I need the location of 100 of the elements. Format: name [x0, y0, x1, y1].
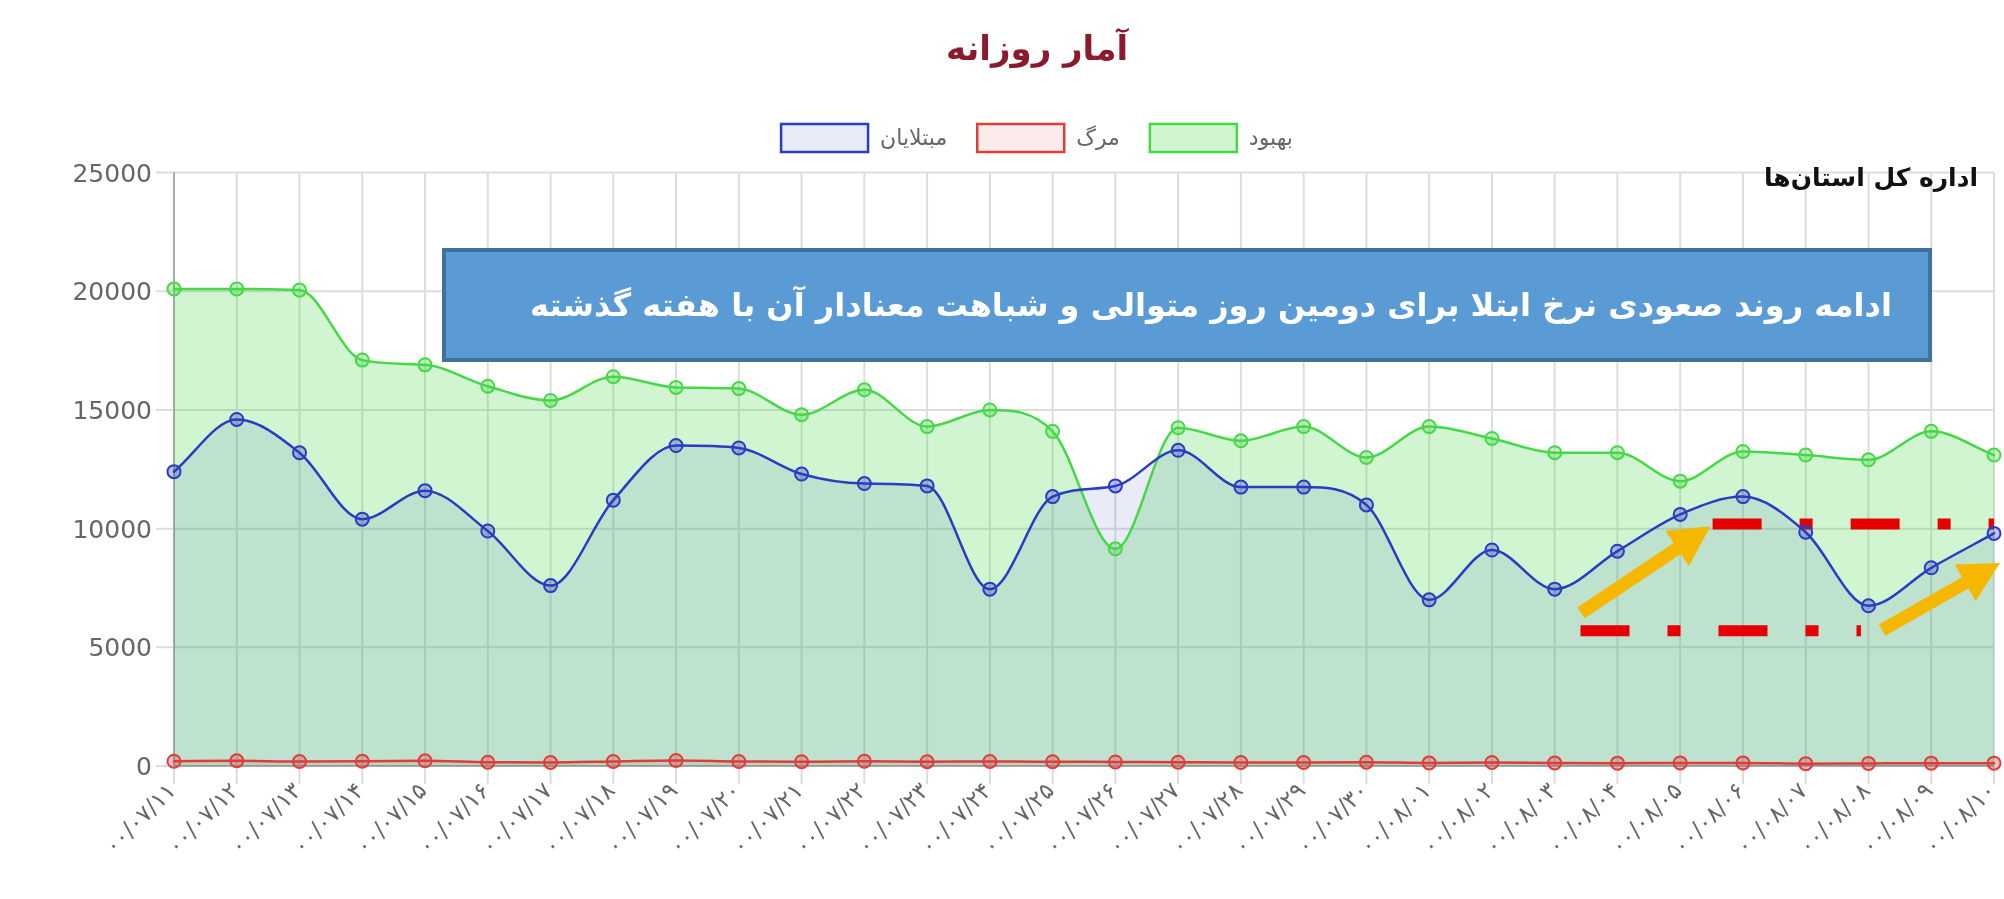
point: [1296, 754, 1312, 770]
point: [1170, 420, 1186, 436]
point: [1735, 444, 1751, 459]
point: [919, 419, 935, 435]
point: [668, 438, 684, 454]
point: [1233, 479, 1249, 495]
point: [229, 753, 245, 769]
point: [1672, 506, 1688, 522]
point: [794, 407, 810, 423]
y-tick-label: 5000: [88, 633, 152, 663]
point: [292, 282, 308, 298]
point: [1735, 489, 1751, 505]
y-tick-label: 25000: [72, 158, 152, 188]
point: [982, 581, 998, 597]
legend-label: مرگ: [1076, 125, 1120, 150]
point: [731, 440, 747, 456]
y-tick-label: 15000: [72, 395, 152, 425]
chart-title: آمار روزانه: [945, 27, 1130, 69]
point: [1421, 419, 1437, 435]
point: [731, 753, 747, 769]
point: [1045, 754, 1061, 770]
point: [1986, 755, 2002, 771]
annotation: ادامه روند صعودی نرخ ابتلا برای دومین روز متوالی و شباهت معنادار آن با هفته گذشته: [530, 286, 1892, 324]
point: [1798, 524, 1814, 540]
point: [354, 753, 370, 769]
point: [1296, 479, 1312, 495]
point: [1860, 452, 1876, 468]
y-tick-label: 20000: [72, 277, 152, 307]
point: [1233, 433, 1249, 449]
point: [480, 754, 496, 770]
point: [1798, 756, 1814, 772]
point: [543, 578, 559, 594]
point: [1045, 489, 1061, 505]
point: [1358, 497, 1374, 513]
point: [856, 476, 872, 492]
point: [1107, 754, 1123, 770]
point: [1421, 755, 1437, 771]
point: [1484, 542, 1500, 558]
legend-label: مبتلایان: [880, 125, 948, 150]
point: [166, 753, 182, 769]
point: [417, 357, 433, 373]
point: [1798, 447, 1814, 463]
point: [605, 369, 621, 385]
point: [794, 754, 810, 770]
point: [229, 411, 245, 427]
point: [919, 478, 935, 494]
point: [982, 402, 998, 418]
legend-label: بهبود: [1248, 125, 1293, 150]
point: [480, 378, 496, 394]
point: [1672, 473, 1688, 489]
point: [1609, 445, 1625, 461]
point: [543, 754, 559, 770]
point: [1233, 754, 1249, 770]
point: [229, 281, 245, 297]
point: [1045, 423, 1061, 439]
point: [794, 466, 810, 482]
point: [1735, 755, 1751, 771]
point: [1860, 598, 1876, 614]
point: [1923, 423, 1939, 439]
point: [417, 753, 433, 769]
point: [1923, 560, 1939, 576]
point: [166, 464, 182, 480]
point: [1170, 442, 1186, 458]
point: [543, 392, 559, 408]
point: [1296, 419, 1312, 435]
point: [292, 753, 308, 769]
point: [1421, 592, 1437, 608]
point: [1170, 754, 1186, 770]
y-tick-label: 0: [136, 752, 152, 781]
point: [731, 381, 747, 397]
point: [166, 281, 182, 297]
point: [919, 754, 935, 770]
point: [1107, 478, 1123, 494]
annotation: اداره کل استان‌ها: [1763, 163, 1979, 192]
point: [1986, 447, 2002, 463]
point: [417, 483, 433, 499]
point: [1358, 754, 1374, 770]
point: [1860, 755, 1876, 771]
point: [605, 492, 621, 508]
point: [1609, 755, 1625, 771]
point: [1107, 541, 1123, 557]
annotation: ادامه روند صعودی نرخ ابتلا برای دومین روز متوالی و شباهت معنادار آن با هفته گذشته: [442, 248, 1932, 362]
point: [856, 753, 872, 769]
point: [1547, 445, 1563, 461]
point: [354, 352, 370, 368]
point: [1986, 525, 2002, 541]
point: [1609, 543, 1625, 559]
point: [668, 379, 684, 395]
y-tick-label: 10000: [72, 514, 152, 544]
point: [982, 753, 998, 769]
point: [292, 445, 308, 461]
point: [856, 382, 872, 398]
point: [1923, 755, 1939, 771]
point: [605, 753, 621, 769]
point: [354, 511, 370, 527]
point: [1547, 755, 1563, 771]
point: [1484, 430, 1500, 446]
point: [668, 753, 684, 769]
point: [480, 523, 496, 539]
point: [1672, 755, 1688, 771]
